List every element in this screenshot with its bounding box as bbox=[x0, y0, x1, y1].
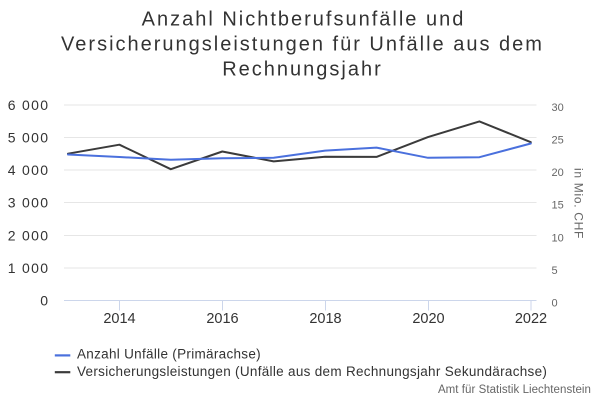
svg-text:2014: 2014 bbox=[103, 311, 135, 327]
svg-text:10: 10 bbox=[552, 232, 564, 244]
svg-text:0: 0 bbox=[40, 292, 49, 308]
svg-text:15: 15 bbox=[552, 199, 564, 211]
svg-text:3 000: 3 000 bbox=[8, 194, 50, 210]
svg-text:5: 5 bbox=[552, 265, 558, 277]
svg-text:1 000: 1 000 bbox=[8, 260, 50, 276]
svg-text:2 000: 2 000 bbox=[8, 227, 50, 243]
svg-text:20: 20 bbox=[552, 167, 564, 179]
svg-text:Versicherungsleistungen für Un: Versicherungsleistungen für Unfälle aus … bbox=[61, 34, 544, 56]
svg-text:5 000: 5 000 bbox=[8, 129, 50, 145]
svg-text:2020: 2020 bbox=[412, 311, 444, 327]
svg-text:Anzahl Nichtberufsunfälle und: Anzahl Nichtberufsunfälle und bbox=[142, 9, 466, 31]
svg-text:6 000: 6 000 bbox=[8, 97, 50, 113]
svg-text:4 000: 4 000 bbox=[8, 162, 50, 178]
svg-text:Rechnungsjahr: Rechnungsjahr bbox=[222, 59, 383, 81]
svg-text:in Mio. CHF: in Mio. CHF bbox=[572, 168, 586, 239]
svg-text:Amt für Statistik Liechtenstei: Amt für Statistik Liechtenstein bbox=[438, 384, 591, 396]
svg-text:2018: 2018 bbox=[309, 311, 341, 327]
svg-text:30: 30 bbox=[552, 102, 564, 114]
svg-text:Anzahl Unfälle (Primärachse): Anzahl Unfälle (Primärachse) bbox=[77, 347, 261, 362]
svg-text:25: 25 bbox=[552, 134, 564, 146]
svg-text:2022: 2022 bbox=[515, 311, 547, 327]
svg-text:2016: 2016 bbox=[206, 311, 238, 327]
svg-text:0: 0 bbox=[552, 297, 558, 309]
svg-text:Versicherungsleistungen (Unfäl: Versicherungsleistungen (Unfälle aus dem… bbox=[77, 364, 547, 379]
